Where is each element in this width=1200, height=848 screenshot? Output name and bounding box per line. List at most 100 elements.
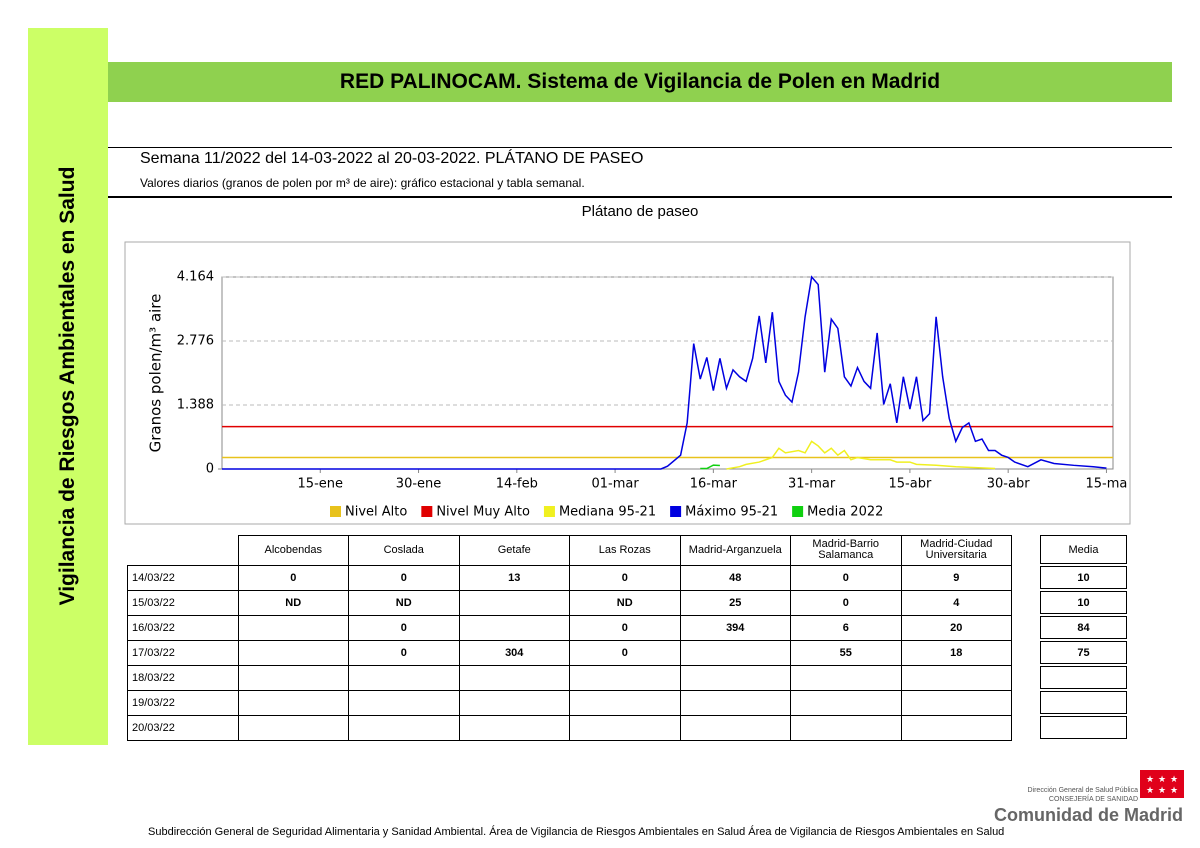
table-cell — [458, 664, 570, 691]
table-row: 20/03/22 — [127, 714, 1012, 741]
table-cell: 55 — [790, 639, 902, 666]
table-row — [1040, 691, 1127, 714]
table-cell: ND — [348, 589, 460, 616]
legend-swatch — [670, 506, 682, 517]
table-row: 19/03/22 — [127, 689, 1012, 716]
chart-title: Plátano de paseo — [582, 203, 699, 220]
legend-label: Nivel Alto — [345, 505, 407, 520]
row-header: 17/03/22 — [127, 639, 239, 666]
chart: Plátano de paseo Granos polen/m³ aire 01… — [124, 203, 1131, 525]
column-header: Las Rozas — [569, 535, 681, 566]
x-tick-label: 14-feb — [496, 477, 538, 492]
media-table: Media 10 10 84 75 — [1040, 533, 1127, 741]
table-header-row: Media — [1040, 535, 1127, 564]
row-header: 16/03/22 — [127, 614, 239, 641]
table-cell — [1040, 691, 1127, 714]
subtitle: Semana 11/2022 del 14-03-2022 al 20-03-2… — [140, 150, 644, 167]
column-header: Media — [1040, 535, 1127, 564]
table-header-row: Alcobendas Coslada Getafe Las Rozas Madrid-A… — [127, 535, 1012, 566]
svg-text:★: ★ — [1146, 785, 1154, 795]
table-row — [1040, 666, 1127, 689]
table-cell — [1040, 666, 1127, 689]
legend-swatch — [792, 506, 804, 517]
column-header: Madrid-Ciudad Universitaria — [900, 535, 1012, 566]
column-header: Getafe — [458, 535, 570, 566]
table-cell: 25 — [679, 589, 791, 616]
table-cell: 0 — [569, 614, 681, 641]
table-cell — [237, 664, 349, 691]
svg-text:★: ★ — [1158, 774, 1166, 784]
y-tick-label: 1.388 — [177, 398, 214, 413]
x-tick-label: 31-mar — [788, 477, 836, 492]
column-header: Madrid-Arganzuela — [679, 535, 791, 566]
table-cell: 0 — [569, 564, 681, 591]
table-row: 17/03/22 0 304 0 55 18 — [127, 639, 1012, 666]
series-line — [726, 440, 996, 470]
table-cell — [348, 664, 460, 691]
table-cell — [1040, 716, 1127, 739]
x-tick-label: 15-abr — [889, 477, 932, 492]
table-cell — [569, 689, 681, 716]
legend-swatch — [330, 506, 341, 517]
table-cell — [348, 689, 460, 716]
legend-swatch — [543, 506, 555, 517]
legend-label: Media 2022 — [807, 505, 883, 520]
header-title: RED PALINOCAM. Sistema de Vigilancia de … — [108, 62, 1172, 102]
table-row: 18/03/22 — [127, 664, 1012, 691]
sidebar — [28, 28, 108, 745]
table-cell — [569, 714, 681, 741]
y-tick-label: 0 — [206, 462, 214, 477]
x-tick-label: 30-abr — [987, 477, 1030, 492]
series-line — [700, 464, 720, 470]
table-cell — [900, 714, 1012, 741]
table-cell — [458, 714, 570, 741]
row-header: 20/03/22 — [127, 714, 239, 741]
table-row: 84 — [1040, 616, 1127, 639]
x-tick-label: 30-ene — [396, 477, 441, 492]
table-row: 75 — [1040, 641, 1127, 664]
row-header: 15/03/22 — [127, 589, 239, 616]
table-cell: 20 — [900, 614, 1012, 641]
table-cell — [237, 614, 349, 641]
legend-label: Máximo 95-21 — [685, 505, 778, 520]
svg-text:★: ★ — [1170, 785, 1178, 795]
table-cell: 13 — [458, 564, 570, 591]
table-cell: 4 — [900, 589, 1012, 616]
table-row — [1040, 716, 1127, 739]
logo-line: Dirección General de Salud Pública — [1027, 787, 1138, 794]
x-tick-label: 15-ene — [298, 477, 343, 492]
column-header: Madrid-Barrio Salamanca — [790, 535, 902, 566]
table-cell: 9 — [900, 564, 1012, 591]
svg-text:★: ★ — [1170, 774, 1178, 784]
table-cell — [569, 664, 681, 691]
table-cell — [237, 689, 349, 716]
table-cell: 0 — [348, 614, 460, 641]
table-cell: ND — [237, 589, 349, 616]
table-cell: 18 — [900, 639, 1012, 666]
row-header: 18/03/22 — [127, 664, 239, 691]
table-row: 10 — [1040, 591, 1127, 614]
divider — [108, 196, 1172, 198]
table-cell — [679, 714, 791, 741]
row-header: 14/03/22 — [127, 564, 239, 591]
table-cell — [790, 714, 902, 741]
table-cell — [679, 664, 791, 691]
plot-area — [221, 276, 1114, 470]
svg-text:★: ★ — [1158, 785, 1166, 795]
table-cell: 10 — [1040, 591, 1127, 614]
table-cell — [900, 689, 1012, 716]
column-header: Alcobendas — [237, 535, 349, 566]
table-cell: ND — [569, 589, 681, 616]
logo-flag: ★ ★ ★★ ★ ★ — [1140, 770, 1184, 798]
legend-label: Nivel Muy Alto — [436, 505, 530, 520]
table-cell: 0 — [790, 564, 902, 591]
table-row: 10 — [1040, 566, 1127, 589]
table-cell — [458, 589, 570, 616]
table-cell — [900, 664, 1012, 691]
legend-label: Mediana 95-21 — [559, 505, 656, 520]
y-tick-label: 2.776 — [177, 334, 214, 349]
table-cell: 10 — [1040, 566, 1127, 589]
logo-name: Comunidad de Madrid — [994, 805, 1183, 825]
table-cell — [790, 664, 902, 691]
